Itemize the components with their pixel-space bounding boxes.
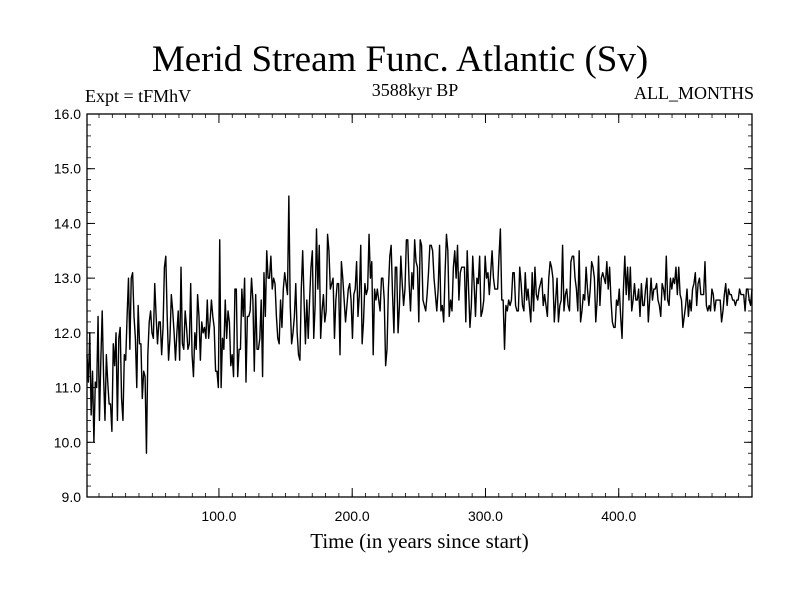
x-tick-label: 200.0 <box>335 508 370 524</box>
experiment-label: Expt = tFMhV <box>85 86 192 106</box>
series-line <box>86 195 753 454</box>
x-tick-labels: 100.0 200.0 300.0 400.0 <box>201 508 636 524</box>
x-tick-label: 400.0 <box>601 508 636 524</box>
y-tick-label: 16.0 <box>54 106 81 122</box>
y-tick-label: 12.0 <box>54 325 81 341</box>
y-tick-label: 15.0 <box>54 161 81 177</box>
x-tick-label: 100.0 <box>201 508 236 524</box>
months-label: ALL_MONTHS <box>634 83 754 103</box>
chart-title: Merid Stream Func. Atlantic (Sv) <box>151 39 649 80</box>
chart-subtitle: 3588kyr BP <box>371 80 459 100</box>
y-tick-label: 11.0 <box>55 380 81 396</box>
y-tick-label: 10.0 <box>54 434 81 450</box>
y-tick-labels: 9.0 10.0 11.0 12.0 13.0 14.0 15.0 16.0 <box>54 106 81 505</box>
x-axis-label: Time (in years since start) <box>310 529 529 553</box>
y-tick-label: 14.0 <box>54 215 81 231</box>
plot-frame <box>86 113 753 498</box>
y-tick-label: 13.0 <box>54 270 81 286</box>
x-tick-label: 300.0 <box>468 508 503 524</box>
y-tick-label: 9.0 <box>62 489 82 505</box>
